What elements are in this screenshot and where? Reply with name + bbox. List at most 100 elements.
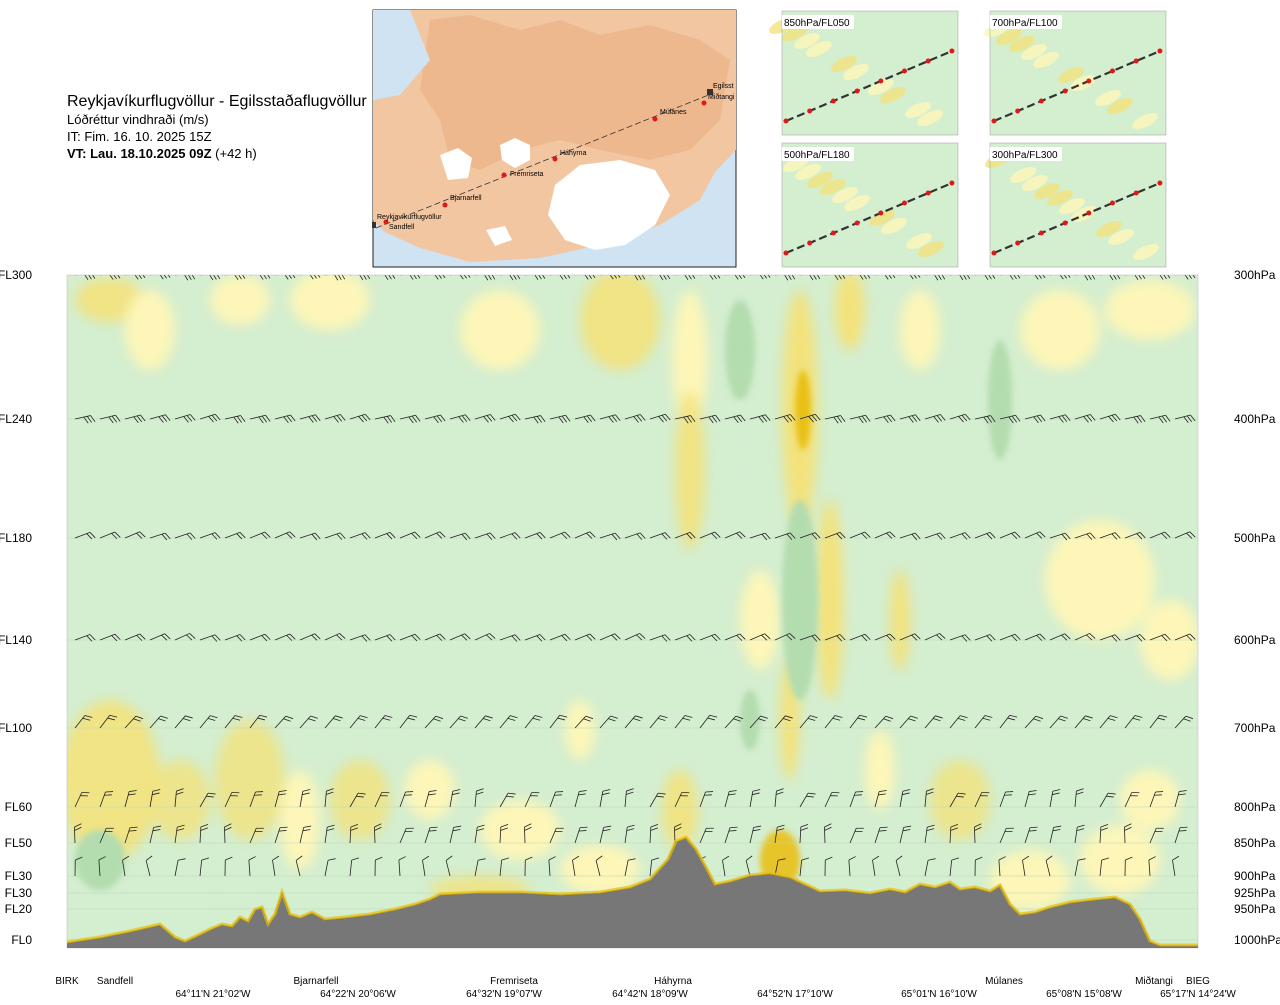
wind-barb xyxy=(74,634,96,642)
wind-barb xyxy=(1099,275,1121,281)
hpa-label-6: 850hPa xyxy=(1234,836,1276,850)
velocity-cell xyxy=(460,290,540,370)
wind-barb xyxy=(349,634,371,642)
wind-barb xyxy=(199,634,221,642)
wind-barb xyxy=(924,824,935,844)
wind-barb xyxy=(424,531,446,539)
route-point-marker xyxy=(383,219,389,225)
wind-barb xyxy=(849,827,864,844)
wind-barb xyxy=(324,715,343,729)
hpa-label-1: 400hPa xyxy=(1234,412,1276,426)
velocity-cell xyxy=(75,278,145,322)
wind-barb xyxy=(174,414,196,423)
wind-barb xyxy=(549,827,564,844)
wind-barb xyxy=(98,856,106,877)
wind-barb xyxy=(349,275,371,281)
wind-barb xyxy=(874,790,887,808)
wind-barb xyxy=(149,789,161,808)
velocity-cell xyxy=(900,290,940,370)
wind-barb xyxy=(774,532,796,540)
velocity-cell xyxy=(835,275,865,350)
wind-barb xyxy=(799,857,810,877)
velocity-cell xyxy=(932,430,948,510)
wind-barb xyxy=(1149,633,1171,642)
valid-time-lead: (+42 h) xyxy=(211,146,257,161)
hpa-label-3: 600hPa xyxy=(1234,633,1276,647)
wind-barb xyxy=(1074,788,1084,808)
wind-barb xyxy=(874,826,888,844)
wind-barb xyxy=(774,633,796,641)
wind-barb xyxy=(599,414,621,423)
wind-barb xyxy=(574,414,596,424)
route-map: Reykjavíkurflugvöllur Sandfell Bjarnarfell… xyxy=(372,9,737,268)
wind-barb xyxy=(1124,792,1140,808)
wind-barb xyxy=(1124,823,1132,844)
wind-barb xyxy=(499,634,521,642)
wind-barb xyxy=(649,792,666,808)
wind-barb xyxy=(624,824,635,844)
wind-barb xyxy=(399,791,414,808)
wind-barb xyxy=(1074,633,1096,641)
wind-barb xyxy=(699,633,721,642)
wind-barb xyxy=(548,856,556,877)
wind-barb xyxy=(474,275,496,281)
wind-barb xyxy=(699,827,714,844)
wind-barb xyxy=(299,275,321,280)
wind-barb xyxy=(974,415,996,424)
wind-barb xyxy=(74,792,90,808)
wind-barb xyxy=(1024,414,1046,424)
route-point-marker xyxy=(552,156,558,162)
velocity-cell xyxy=(150,760,210,840)
waypoint-label-3: Fremriseta xyxy=(490,976,538,987)
wind-barb xyxy=(624,788,634,808)
wind-barb xyxy=(174,715,193,729)
wind-barb xyxy=(824,634,846,642)
wind-barb xyxy=(749,715,768,729)
coordinate-label-3: 64°42'N 18°09'W xyxy=(612,989,688,1000)
velocity-cell xyxy=(405,760,455,820)
wind-barb xyxy=(99,414,121,424)
wind-barb xyxy=(149,532,171,541)
fl-label-9: FL20 xyxy=(5,902,33,916)
wind-barb xyxy=(349,413,371,423)
velocity-cell xyxy=(400,285,440,355)
wind-barb xyxy=(122,855,130,877)
wind-barb xyxy=(324,858,336,877)
fl-label-2: FL180 xyxy=(0,531,32,545)
wind-barb xyxy=(924,532,946,540)
wind-barb xyxy=(99,714,118,729)
wind-barb xyxy=(624,715,643,729)
fl-label-4: FL100 xyxy=(0,721,32,735)
route-point-label-2: Bjarnarfell xyxy=(450,195,482,202)
wind-barb xyxy=(399,633,421,642)
wind-barb xyxy=(1049,789,1061,808)
wind-barb xyxy=(274,414,296,424)
wind-barb xyxy=(349,857,360,877)
wind-barb xyxy=(674,715,693,729)
wind-barb xyxy=(474,858,486,877)
wind-barb xyxy=(274,715,294,729)
velocity-cell xyxy=(1045,520,1155,640)
wind-barb xyxy=(224,823,232,844)
wind-barb xyxy=(124,633,146,641)
wind-barb xyxy=(549,714,568,729)
wind-barb xyxy=(274,275,296,280)
wind-barb xyxy=(949,413,971,423)
wind-barb xyxy=(824,531,846,540)
route-point-label-5: Múlanes xyxy=(660,109,687,116)
wind-barb xyxy=(724,414,746,424)
velocity-cell xyxy=(816,500,844,700)
wind-barb xyxy=(924,275,946,281)
wind-barb xyxy=(149,825,162,844)
wind-barb xyxy=(974,856,983,877)
wind-barb xyxy=(374,275,396,281)
wind-barb xyxy=(724,531,746,539)
wind-barb xyxy=(749,275,771,280)
wind-barb xyxy=(299,715,318,729)
wind-barb xyxy=(974,792,990,808)
route-point-label-1: Sandfell xyxy=(389,224,415,231)
level-panel-1: 700hPa/FL100 xyxy=(984,10,1167,136)
wind-barb xyxy=(474,788,484,808)
wind-barb xyxy=(1174,414,1196,424)
wind-barb xyxy=(374,856,383,877)
